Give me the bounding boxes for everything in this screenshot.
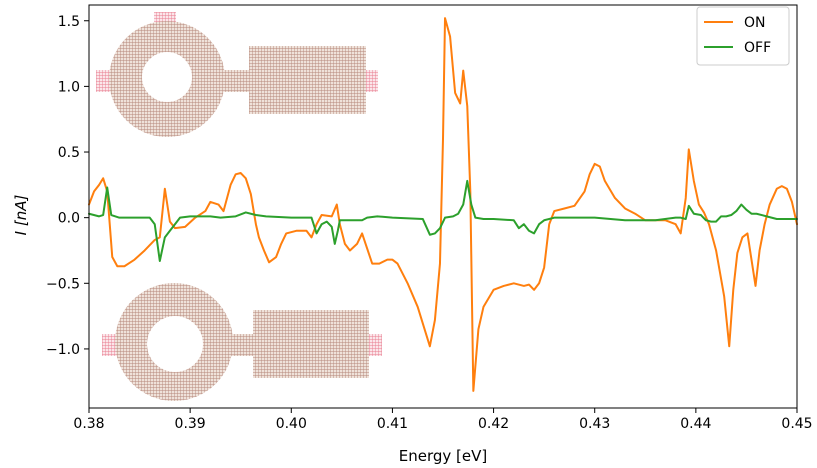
x-tick-label: 0.43 — [579, 416, 610, 432]
x-axis-label: Energy [eV] — [399, 447, 487, 465]
series-layer — [88, 17, 798, 392]
x-tick-label: 0.39 — [175, 416, 206, 432]
device-bottom-inset — [102, 283, 382, 401]
series-line-on — [88, 17, 798, 392]
legend-label-off: OFF — [744, 40, 771, 56]
legend: ON OFF — [696, 6, 790, 66]
plot-frame — [88, 4, 798, 409]
y-tick-label: −1.0 — [46, 342, 80, 358]
device-top-inset — [96, 12, 378, 137]
x-tick-label: 0.40 — [276, 416, 307, 432]
y-axis-label: I [nA] — [12, 195, 30, 236]
y-tick-label: 0.5 — [58, 145, 80, 161]
x-tick-label: 0.38 — [73, 416, 104, 432]
x-tick-label: 0.41 — [377, 416, 408, 432]
x-tick-label: 0.45 — [781, 416, 812, 432]
legend-label-on: ON — [744, 15, 766, 31]
x-tick-label: 0.44 — [680, 416, 711, 432]
legend-frame — [696, 6, 790, 66]
y-tick-label: 1.0 — [58, 79, 80, 95]
x-tick-label: 0.42 — [478, 416, 509, 432]
series-line-off — [88, 179, 798, 262]
y-tick-label: 1.5 — [58, 14, 80, 30]
axes: 0.38 0.39 0.40 0.41 0.42 0.43 0.44 0.45 −1.0 −0.5… — [46, 4, 813, 432]
y-tick-label: −0.5 — [46, 276, 80, 292]
y-tick-label: 0.0 — [58, 211, 80, 227]
